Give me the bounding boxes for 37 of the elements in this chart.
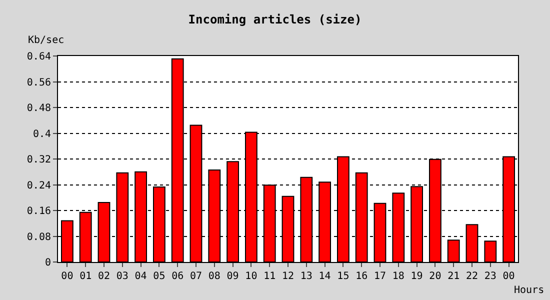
x-tick-label: 00 <box>61 271 74 282</box>
x-tick-label: 08 <box>208 271 220 282</box>
x-tick-label: 11 <box>264 271 276 282</box>
y-tick-label: 0.24 <box>26 180 51 192</box>
x-tick-label: 06 <box>172 271 184 282</box>
x-tick-label: 00 <box>502 271 515 282</box>
x-tick-label: 20 <box>429 271 442 282</box>
y-tick-label: 0.64 <box>26 52 51 62</box>
x-tick-label: 04 <box>134 271 147 282</box>
y-tick-label: 0.08 <box>26 232 51 243</box>
x-tick-label: 23 <box>484 271 496 282</box>
x-tick-label: 01 <box>80 271 92 282</box>
y-tick-label: 0.48 <box>26 103 51 114</box>
x-tick-label: 16 <box>356 271 368 282</box>
y-axis-title: Kb/sec <box>28 35 64 46</box>
y-tick-label: 0.32 <box>26 154 51 166</box>
x-axis-title: Hours <box>514 285 544 296</box>
y-tick-label: 0 <box>44 258 51 268</box>
x-tick-label: 19 <box>410 271 423 282</box>
x-tick-label: 10 <box>245 271 258 282</box>
x-tick-label: 02 <box>98 271 110 282</box>
y-tick-label: 0.4 <box>32 128 51 140</box>
x-tick-label: 07 <box>190 271 202 282</box>
x-tick-label: 13 <box>300 271 312 282</box>
x-tick-label: 15 <box>337 271 350 282</box>
chart-title: Incoming articles (size) <box>188 12 362 26</box>
y-tick-label: 0.16 <box>26 206 51 217</box>
x-tick-label: 09 <box>226 271 239 282</box>
x-tick-label: 05 <box>153 271 166 282</box>
x-tick-label: 22 <box>466 271 478 282</box>
x-tick-label: 12 <box>282 271 294 282</box>
x-tick-label: 17 <box>374 271 386 282</box>
x-tick-label: 03 <box>116 271 128 282</box>
y-tick-label: 0.56 <box>26 77 51 88</box>
x-tick-label: 18 <box>392 271 404 282</box>
x-tick-label: 14 <box>318 271 331 282</box>
x-tick-label: 21 <box>448 271 460 282</box>
